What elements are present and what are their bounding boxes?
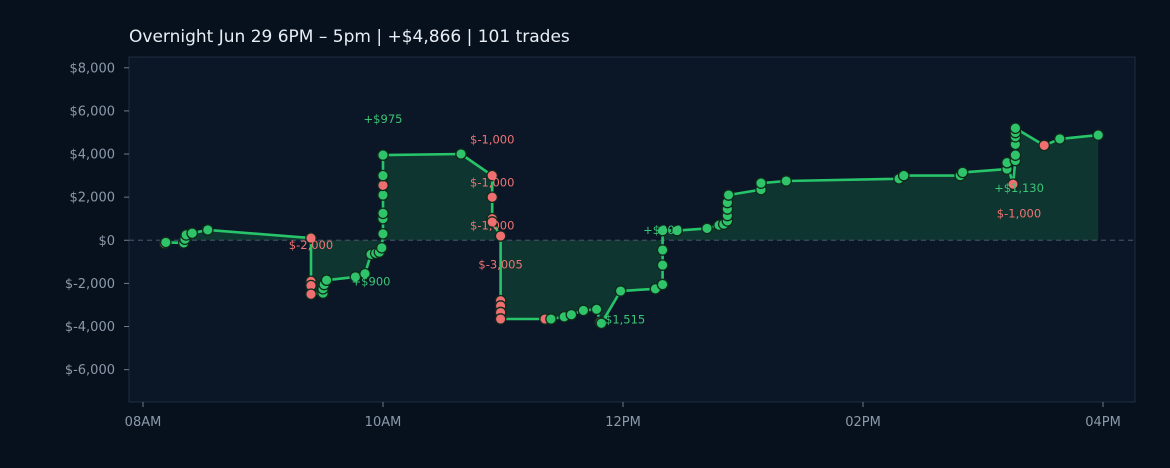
winning-trade-point [590,303,603,316]
y-tick-label: $6,000 [70,104,116,119]
winning-trade-point [656,224,669,237]
winning-trade-point [186,227,199,240]
trade-annotation: $-3,005 [478,257,522,271]
winning-trade-point [375,241,388,254]
winning-trade-point [377,189,389,201]
trade-annotation: +$975 [364,112,403,126]
winning-trade-point [1092,129,1105,141]
trade-annotation: +$1,130 [994,181,1044,195]
losing-trade-point [494,230,507,242]
trade-annotation: +$900 [352,275,391,289]
winning-trade-point [377,207,389,220]
trade-annotation: $-1,000 [470,219,514,233]
winning-trade-point [201,224,214,236]
winning-trade-point [722,189,735,201]
chart-title: Overnight Jun 29 6PM – 5pm | +$4,866 | 1… [129,27,570,47]
winning-trade-point [565,308,578,321]
winning-trade-point [359,267,371,280]
y-tick-label: $8,000 [70,61,116,76]
x-tick-label: 12PM [605,415,641,430]
trade-points [158,122,1105,330]
x-axis: 08AM 10AM 12PM 02PM 04PM [125,402,1121,430]
losing-trade-point [377,179,389,192]
y-tick-label: $4,000 [70,148,116,163]
trade-annotations: +$975 $-1,000 $-1,000 $-1,000 $-2,000 $-3,005… [289,112,1044,326]
losing-trade-point [494,313,507,325]
winning-trade-point [780,175,793,187]
losing-trade-point [486,191,499,204]
winning-trade-point [656,244,669,256]
trade-annotation: $-1,000 [997,207,1041,221]
winning-trade-point [159,236,172,249]
x-tick-label: 10AM [365,415,402,430]
pnl-area-fill [164,128,1099,324]
trade-annotation: $-1,000 [470,132,514,146]
y-tick-label: $0 [98,234,115,249]
losing-trade-point [1038,139,1051,152]
trade-annotation: $-1,000 [470,175,514,189]
winning-trade-point [377,149,389,161]
y-tick-label: $-6,000 [65,363,115,378]
x-tick-label: 02PM [845,415,881,430]
winning-trade-point [956,166,969,179]
winning-trade-point [1053,133,1066,145]
winning-trade-point [897,169,910,182]
trade-annotation: $1,515 [605,312,645,326]
trade-annotation: $-2,000 [289,238,333,252]
winning-trade-point [755,177,767,189]
winning-trade-point [377,169,389,182]
winning-trade-point [377,227,389,240]
y-tick-label: $-2,000 [65,277,115,292]
winning-trade-point [545,313,557,325]
winning-trade-point [320,274,333,287]
losing-trade-point [486,169,499,182]
y-tick-label: $2,000 [70,191,116,206]
losing-trade-point [486,216,499,228]
winning-trade-point [656,278,669,291]
winning-trade-point [1009,122,1022,135]
winning-trade-point [577,304,590,317]
winning-trade-point [1009,149,1022,161]
losing-trade-point [305,232,317,244]
winning-trade-point [614,285,627,297]
y-tick-label: $-4,000 [65,320,115,335]
trade-annotation: +$900 [643,223,682,237]
y-axis: $8,000 $6,000 $4,000 $2,000 $0 $-2,000 $-4,000… [65,61,129,378]
winning-trade-point [455,148,467,160]
x-tick-label: 04PM [1085,415,1121,430]
losing-trade-point [1007,178,1019,191]
winning-trade-point [671,224,683,237]
winning-trade-point [595,317,608,330]
winning-trade-point [656,259,669,271]
losing-trade-point [305,288,317,301]
x-tick-label: 08AM [125,415,162,430]
winning-trade-point [701,222,713,235]
